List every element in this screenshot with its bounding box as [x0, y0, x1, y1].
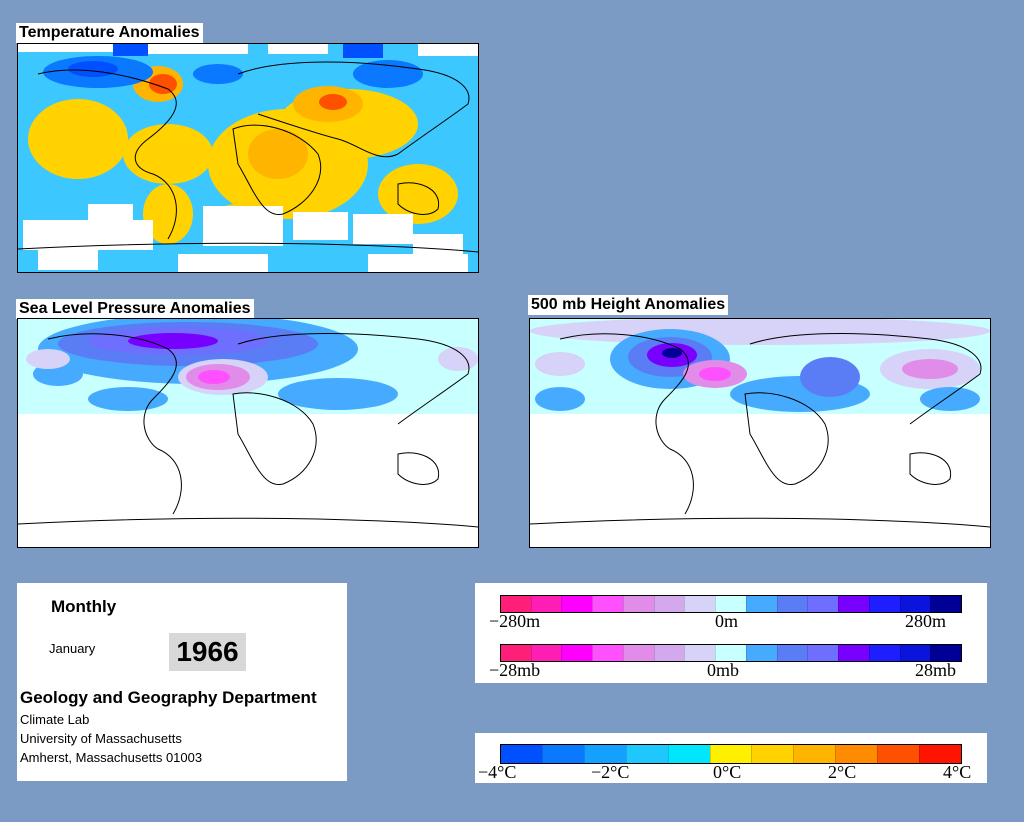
period-label: Monthly — [51, 597, 117, 616]
height-scale-swatch — [592, 596, 623, 612]
height-pressure-legend-panel: −280m 0m 280m −28mb 0mb 28mb — [475, 583, 987, 683]
height-scale-swatch — [684, 596, 716, 612]
height-scale-min: −280m — [489, 611, 541, 631]
height-scale-swatch — [622, 596, 654, 612]
height-scale-swatch — [807, 596, 839, 612]
height-scale-swatch — [745, 596, 777, 612]
height-500mb-anomaly-map — [529, 318, 991, 548]
height-scale-swatch — [653, 596, 685, 612]
height-map-title: 500 mb Height Anomalies — [528, 295, 729, 315]
height-scale-center: 0m — [715, 611, 739, 631]
temperature-scale-swatch — [583, 745, 626, 763]
pressure-scale-swatch — [745, 645, 777, 661]
temperature-scale-swatch — [501, 745, 542, 763]
temperature-scale-swatch — [625, 745, 668, 763]
temperature-scale-swatch — [919, 745, 961, 763]
pressure-color-scale — [500, 644, 962, 662]
height-scale-swatch — [838, 596, 869, 612]
height-scale-max: 280m — [905, 611, 947, 631]
pressure-scale-swatch — [530, 645, 562, 661]
height-scale-swatch — [776, 596, 808, 612]
temp-scale-plus4: 4°C — [943, 762, 972, 782]
temperature-scale-swatch — [835, 745, 878, 763]
pressure-scale-swatch — [930, 645, 962, 661]
temp-scale-minus4: −4°C — [478, 762, 517, 782]
temp-scale-zero: 0°C — [713, 762, 742, 782]
height-scale-swatch — [501, 596, 531, 612]
pressure-scale-min: −28mb — [489, 660, 541, 680]
temperature-anomaly-map — [17, 43, 479, 273]
department-label: Geology and Geography Department — [20, 688, 317, 707]
pressure-scale-swatch — [592, 645, 623, 661]
height-scale-swatch — [930, 596, 962, 612]
pressure-scale-swatch — [838, 645, 869, 661]
pressure-scale-swatch — [653, 645, 685, 661]
pressure-scale-swatch — [561, 645, 593, 661]
pressure-scale-swatch — [684, 645, 716, 661]
pressure-scale-swatch — [776, 645, 808, 661]
temperature-scale-swatch — [709, 745, 752, 763]
pressure-scale-swatch — [622, 645, 654, 661]
temperature-scale-swatch — [541, 745, 584, 763]
pressure-scale-swatch — [868, 645, 900, 661]
slp-anomaly-map — [17, 318, 479, 548]
slp-map-title: Sea Level Pressure Anomalies — [16, 299, 254, 319]
address-label: Amherst, Massachusetts 01003 — [20, 750, 203, 765]
temperature-scale-swatch — [793, 745, 836, 763]
pressure-scale-swatch — [807, 645, 839, 661]
university-label: University of Massachusetts — [20, 731, 182, 746]
pressure-scale-swatch — [899, 645, 931, 661]
height-color-scale — [500, 595, 962, 613]
temperature-scale-swatch — [667, 745, 710, 763]
height-scale-swatch — [899, 596, 931, 612]
height-scale-swatch — [561, 596, 593, 612]
pressure-scale-swatch — [501, 645, 531, 661]
height-scale-swatch — [868, 596, 900, 612]
temperature-scale-swatch — [877, 745, 920, 763]
pressure-scale-swatch — [715, 645, 746, 661]
temp-scale-minus2: −2°C — [591, 762, 630, 782]
height-scale-swatch — [530, 596, 562, 612]
lab-label: Climate Lab — [20, 712, 90, 727]
month-label: January — [49, 641, 96, 656]
pressure-scale-max: 28mb — [915, 660, 957, 680]
height-scale-swatch — [715, 596, 746, 612]
temp-scale-plus2: 2°C — [828, 762, 857, 782]
temperature-color-scale — [500, 744, 962, 764]
temperature-legend-panel: −4°C −2°C 0°C 2°C 4°C — [475, 733, 987, 783]
info-panel: Monthly January 1966 Geology and Geograp… — [17, 583, 347, 781]
temperature-map-title: Temperature Anomalies — [16, 23, 203, 43]
year-label: 1966 — [169, 633, 246, 671]
pressure-scale-center: 0mb — [707, 660, 740, 680]
temperature-scale-swatch — [751, 745, 794, 763]
